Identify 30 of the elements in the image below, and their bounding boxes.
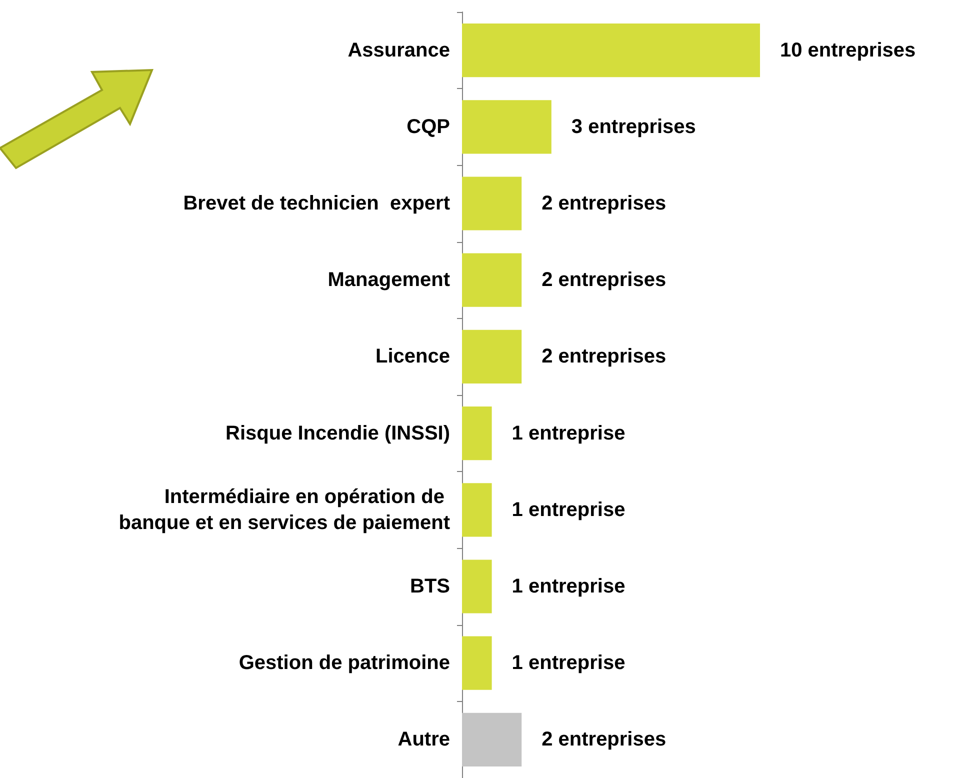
y-tick-label: Management <box>328 269 450 292</box>
bar <box>462 483 492 537</box>
bar <box>462 100 552 154</box>
y-tick-label: Intermédiaire en opération de banque et en services de paiement <box>118 486 450 534</box>
y-tick-label: Assurance <box>348 39 450 62</box>
bar <box>462 23 760 78</box>
data-label: 1 entreprise <box>512 422 626 444</box>
bar <box>462 330 522 384</box>
data-label: 2 entreprises <box>542 269 666 292</box>
y-tick-label: CQP <box>406 116 450 138</box>
data-label: 1 entreprise <box>512 498 626 521</box>
data-label: 1 entreprise <box>512 576 626 598</box>
y-tick-label: Brevet de technicien expert <box>183 192 450 214</box>
y-tick-label: Licence <box>376 346 450 368</box>
data-label: 2 entreprises <box>542 346 666 368</box>
bar <box>462 712 522 767</box>
y-tick-label: Gestion de patrimoine <box>238 652 450 674</box>
y-tick-label: Risque Incendie (INSSI) <box>226 422 450 444</box>
data-label: 3 entreprises <box>571 116 696 138</box>
bar <box>462 636 492 690</box>
data-label: 2 entreprises <box>542 728 666 751</box>
bar <box>462 253 522 307</box>
bar <box>462 560 492 614</box>
data-label: 1 entreprise <box>512 652 626 674</box>
bar <box>462 406 492 460</box>
y-tick-label: Autre <box>398 728 450 751</box>
data-label: 2 entreprises <box>542 192 666 214</box>
data-label: 10 entreprises <box>780 39 916 62</box>
bar <box>462 176 522 230</box>
y-tick-label: BTS <box>410 576 450 598</box>
